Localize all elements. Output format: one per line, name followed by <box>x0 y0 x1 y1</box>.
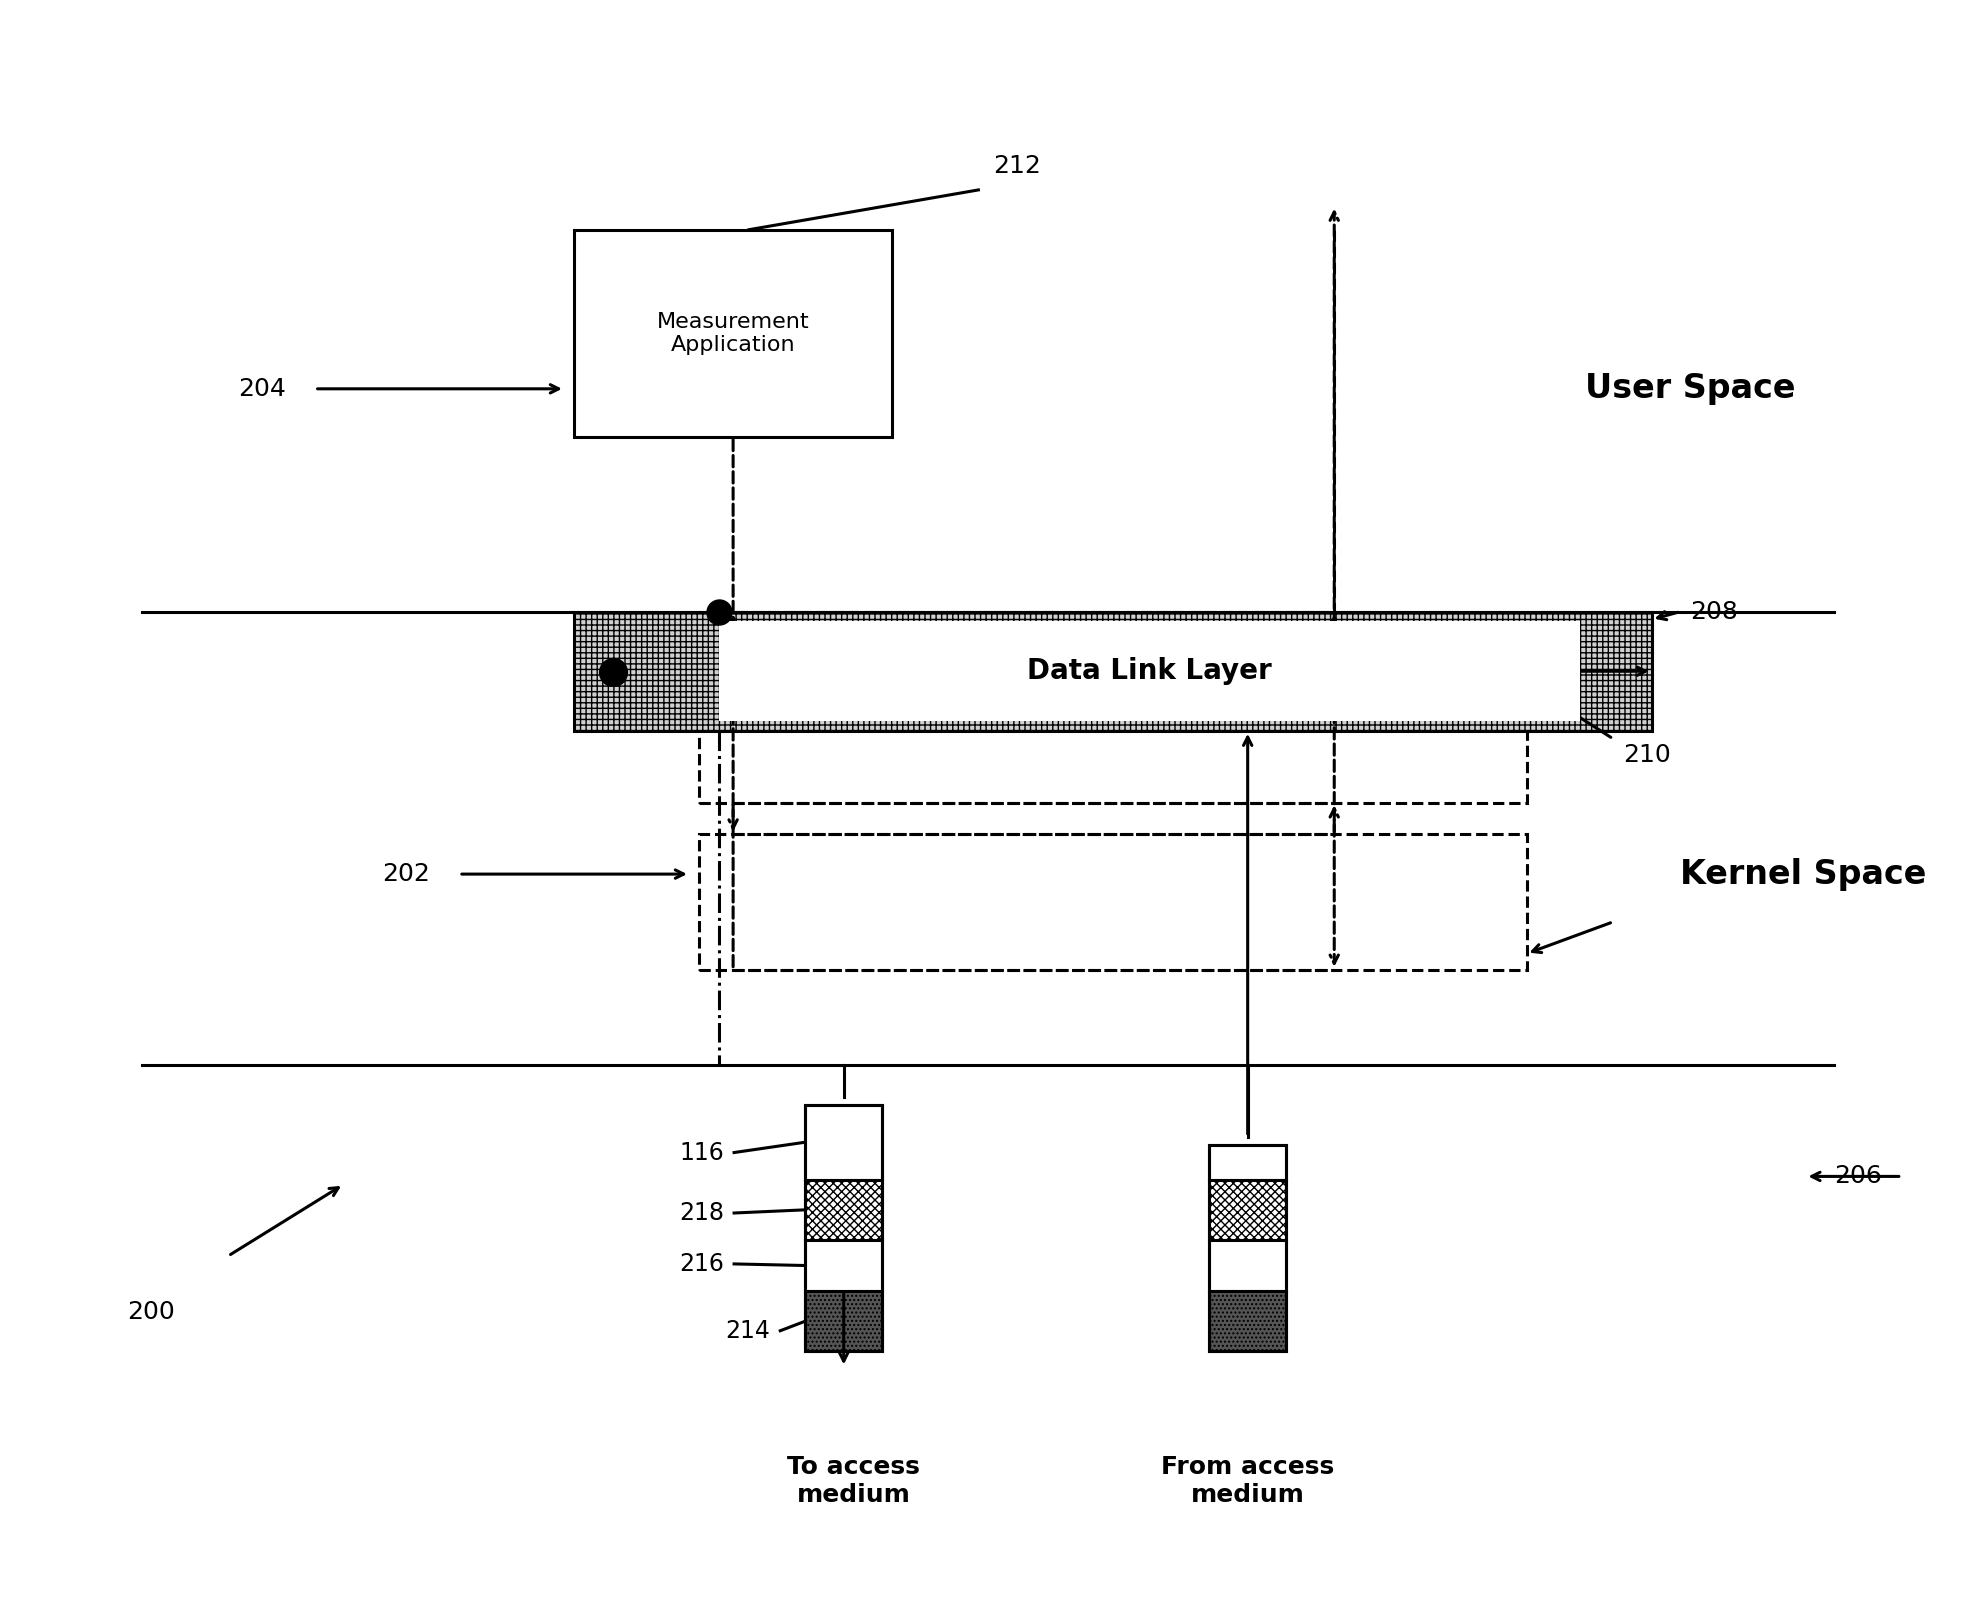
Text: User Space: User Space <box>1585 372 1796 406</box>
Bar <box>806 1180 883 1241</box>
Bar <box>700 668 1526 802</box>
Text: 200: 200 <box>127 1300 175 1324</box>
Text: 210: 210 <box>1623 743 1671 767</box>
Bar <box>1208 1241 1286 1290</box>
Text: 204: 204 <box>238 377 286 401</box>
Text: 214: 214 <box>726 1319 770 1343</box>
Text: 212: 212 <box>992 154 1042 178</box>
Bar <box>718 621 1579 721</box>
Bar <box>806 1290 883 1351</box>
Bar <box>1208 1290 1286 1351</box>
Bar <box>1208 1180 1286 1241</box>
Text: 206: 206 <box>1835 1164 1883 1188</box>
Text: 202: 202 <box>383 862 431 886</box>
Bar <box>575 612 1651 730</box>
Text: 218: 218 <box>679 1201 724 1225</box>
Text: Measurement
Application: Measurement Application <box>657 311 809 355</box>
Bar <box>575 230 893 437</box>
Text: To access
medium: To access medium <box>788 1454 921 1507</box>
Text: Data Link Layer: Data Link Layer <box>1028 656 1272 685</box>
Bar <box>806 1241 883 1290</box>
Bar <box>700 835 1526 969</box>
Text: 208: 208 <box>1690 600 1738 624</box>
Text: 216: 216 <box>681 1252 724 1276</box>
Text: 116: 116 <box>681 1141 724 1165</box>
Bar <box>806 1104 883 1351</box>
Text: Kernel Space: Kernel Space <box>1680 857 1926 891</box>
Bar <box>1208 1144 1286 1351</box>
Text: From access
medium: From access medium <box>1161 1454 1335 1507</box>
Bar <box>806 1104 883 1180</box>
Bar <box>1208 1144 1286 1180</box>
